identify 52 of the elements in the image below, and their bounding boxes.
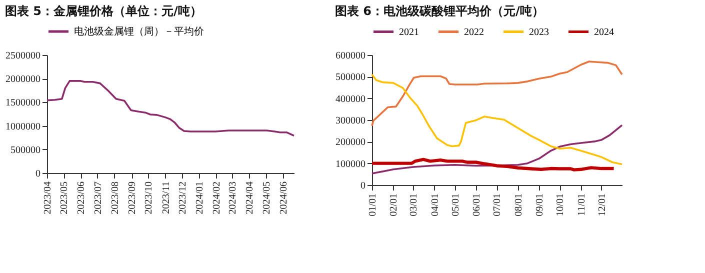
y-tick-label: 0 — [360, 180, 366, 192]
x-tick-label: 08/01 — [513, 194, 524, 216]
legend-label: 2024 — [594, 26, 614, 38]
x-tick-label: 2023/06 — [76, 182, 88, 214]
x-tick-label: 11/01 — [576, 194, 588, 216]
line-series — [371, 60, 623, 127]
x-tick-label: 10/01 — [555, 194, 566, 216]
x-tick-label: 05/01 — [450, 194, 462, 216]
legend-label: 2021 — [399, 26, 419, 38]
x-tick-label: 02/01 — [388, 194, 400, 216]
x-tick-label: 2023/04 — [42, 182, 54, 214]
y-tick-label: 200000 — [336, 137, 366, 148]
line-series — [46, 80, 295, 137]
line-series — [371, 124, 623, 174]
x-tick-label: 04/01 — [430, 194, 441, 216]
x-tick-label: 03/01 — [408, 194, 420, 216]
x-tick-label: 2024/06 — [278, 182, 290, 214]
chart-title: 图表 5：金属锂价格（单位：元/吨） — [5, 4, 202, 18]
x-tick-label: 2024/01 — [194, 182, 206, 214]
y-tick-label: 0 — [36, 168, 40, 180]
x-tick-label: 2023/07 — [92, 182, 104, 214]
y-tick-label: 600000 — [336, 50, 366, 62]
y-tick-label: 2000000 — [6, 74, 40, 86]
x-tick-label: 2023/12 — [177, 182, 188, 214]
line-series — [371, 74, 623, 166]
x-tick-label: 2024/03 — [228, 182, 239, 214]
x-tick-label: 06/01 — [472, 194, 483, 216]
x-tick-label: 2024/05 — [261, 182, 272, 214]
y-tick-label: 2500000 — [6, 50, 40, 62]
x-tick-label: 2024/04 — [244, 182, 256, 214]
y-tick-label: 500000 — [336, 72, 366, 84]
x-tick-label: 2023/05 — [59, 182, 70, 214]
x-tick-label: 01/01 — [368, 194, 378, 216]
x-tick-label: 2023/11 — [160, 182, 172, 214]
x-tick-label: 2024/02 — [212, 182, 223, 214]
x-tick-label: 12/01 — [596, 194, 608, 216]
x-tick-label: 09/01 — [534, 194, 546, 216]
chart-title: 图表 6：电池级碳酸锂平均价（元/吨） — [335, 4, 544, 18]
legend-label: 2023 — [529, 26, 549, 38]
y-tick-label: 500000 — [10, 144, 40, 156]
y-tick-label: 1500000 — [6, 98, 40, 109]
x-tick-label: 2023/08 — [110, 182, 121, 214]
y-tick-label: 100000 — [336, 158, 366, 170]
y-tick-label: 400000 — [336, 94, 366, 105]
x-tick-label: 2023/09 — [127, 182, 138, 214]
line-series — [370, 158, 616, 172]
legend-label: 电池级金属锂（周）－平均价 — [74, 26, 204, 38]
y-tick-label: 1000000 — [6, 121, 40, 132]
legend-label: 2022 — [464, 26, 484, 38]
x-tick-label: 07/01 — [492, 194, 504, 216]
x-tick-label: 2023/10 — [144, 182, 155, 214]
y-tick-label: 300000 — [336, 116, 366, 126]
